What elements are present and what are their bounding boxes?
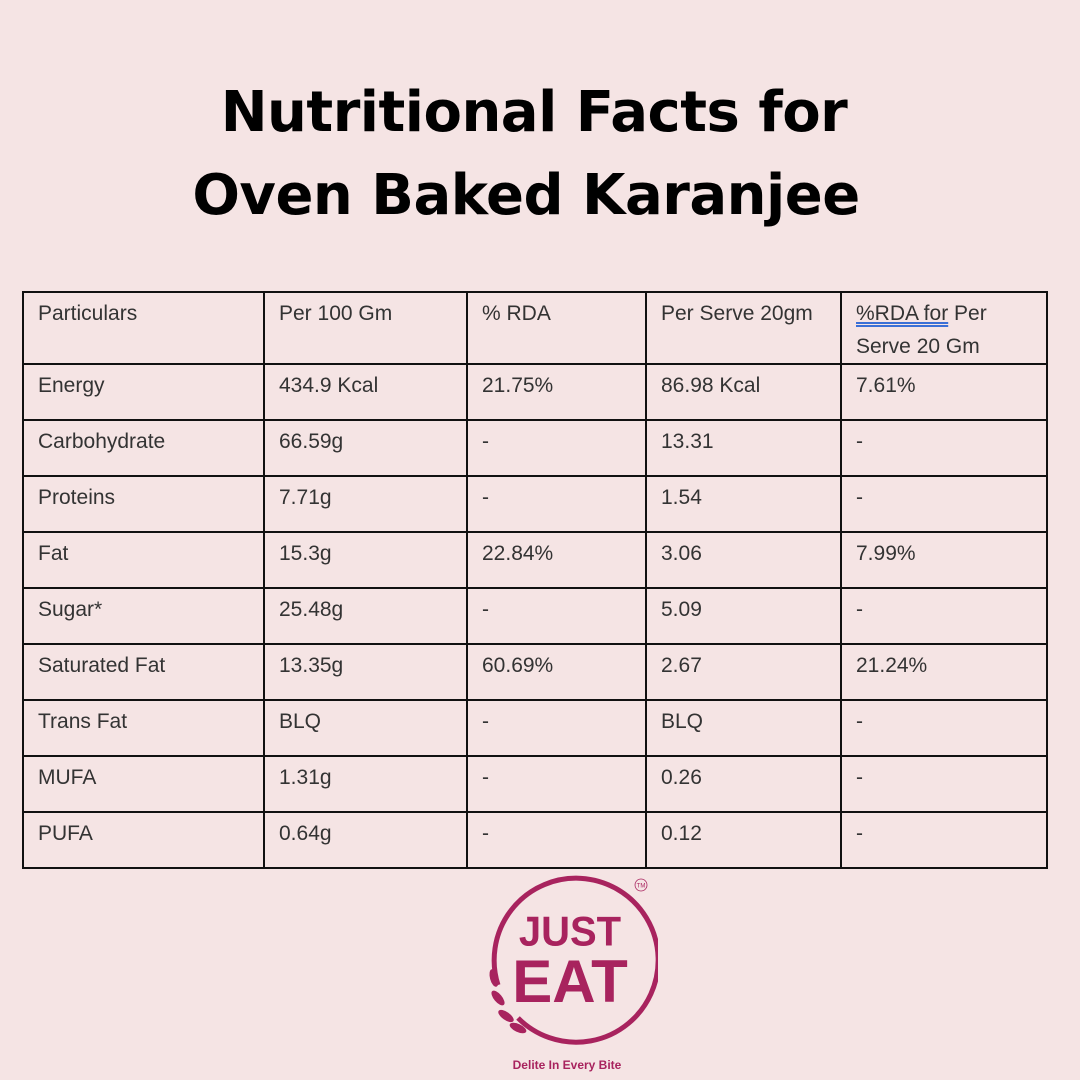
svg-text:EAT: EAT [512,948,628,1015]
just-eat-logo: TM JUST EAT [489,875,658,1045]
table-cell: Sugar* [22,587,265,645]
table-cell: 2.67 [645,643,842,701]
table-row: Proteins 7.71g -1.54- [22,475,1048,533]
header-cell: % RDA [466,291,647,365]
svg-text:JUST: JUST [519,908,621,955]
table-cell: 66.59g [263,419,468,477]
table-cell: Fat [22,531,265,589]
nutrition-table: Particulars Per 100 Gm % RDA Per Serve 2… [22,291,1048,869]
table-cell: - [466,475,647,533]
table-cell: 1.31g [263,755,468,813]
table-cell: 21.24% [840,643,1048,701]
table-row: Energy 434.9 Kcal 21.75% 86.98 Kcal 7.61% [22,363,1048,421]
table-cell: Proteins [22,475,265,533]
table-cell: 0.26 [645,755,842,813]
table-cell: 60.69% [466,643,647,701]
table-row: Fat 15.3g 22.84% 3.06 7.99% [22,531,1048,589]
header-text: Per Serve 20 Gm [856,302,987,358]
table-cell: 0.12 [645,811,842,869]
table-cell: - [840,475,1048,533]
table-cell: Saturated Fat [22,643,265,701]
table-row: Sugar* 25.48g -5.09- [22,587,1048,645]
table-cell: Trans Fat [22,699,265,757]
table-cell: - [840,419,1048,477]
table-row: Carbohydrate 66.59g -13.31- [22,419,1048,477]
svg-text:TM: TM [637,884,646,890]
table-row: Saturated Fat 13.35g 60.69% 2.67 21.24% [22,643,1048,701]
table-cell: 21.75% [466,363,647,421]
table-cell: BLQ [263,699,468,757]
table-cell: - [466,699,647,757]
table-row: MUFA 1.31g -0.26- [22,755,1048,813]
header-cell: Per Serve 20gm [645,291,842,365]
spellcheck-underlined-text: %RDA for [856,302,949,325]
table-cell: 86.98 Kcal [645,363,842,421]
table-cell: - [466,419,647,477]
table-cell: BLQ [645,699,842,757]
page-title-line2: Oven Baked Karanjee [192,163,860,228]
table-cell: - [840,699,1048,757]
table-cell: 1.54 [645,475,842,533]
table-cell: Carbohydrate [22,419,265,477]
table-cell: - [466,811,647,869]
table-cell: 13.35g [263,643,468,701]
table-cell: 7.61% [840,363,1048,421]
table-row: Trans Fat BLQ - BLQ - [22,699,1048,757]
table-cell: 13.31 [645,419,842,477]
table-cell: 5.09 [645,587,842,645]
table-cell: - [466,755,647,813]
header-cell: %RDA for Per Serve 20 Gm [840,291,1048,365]
table-cell: Energy [22,363,265,421]
table-cell: - [840,755,1048,813]
table-cell: - [840,811,1048,869]
table-cell: 7.99% [840,531,1048,589]
table-header-row: Particulars Per 100 Gm % RDA Per Serve 2… [22,291,1048,365]
page-title-line1: Nutritional Facts for [220,80,848,145]
table-cell: MUFA [22,755,265,813]
table-cell: 15.3g [263,531,468,589]
wheat-leaves-icon [489,969,527,1034]
header-cell: Particulars [22,291,265,365]
table-cell: 434.9 Kcal [263,363,468,421]
table-cell: - [466,587,647,645]
table-cell: - [840,587,1048,645]
table-cell: PUFA [22,811,265,869]
table-cell: 22.84% [466,531,647,589]
logo-tagline: Delite In Every Bite [512,1058,622,1072]
table-cell: 7.71g [263,475,468,533]
header-cell: Per 100 Gm [263,291,468,365]
table-cell: 3.06 [645,531,842,589]
table-cell: 0.64g [263,811,468,869]
table-row: PUFA 0.64g -0.12- [22,811,1048,869]
table-cell: 25.48g [263,587,468,645]
